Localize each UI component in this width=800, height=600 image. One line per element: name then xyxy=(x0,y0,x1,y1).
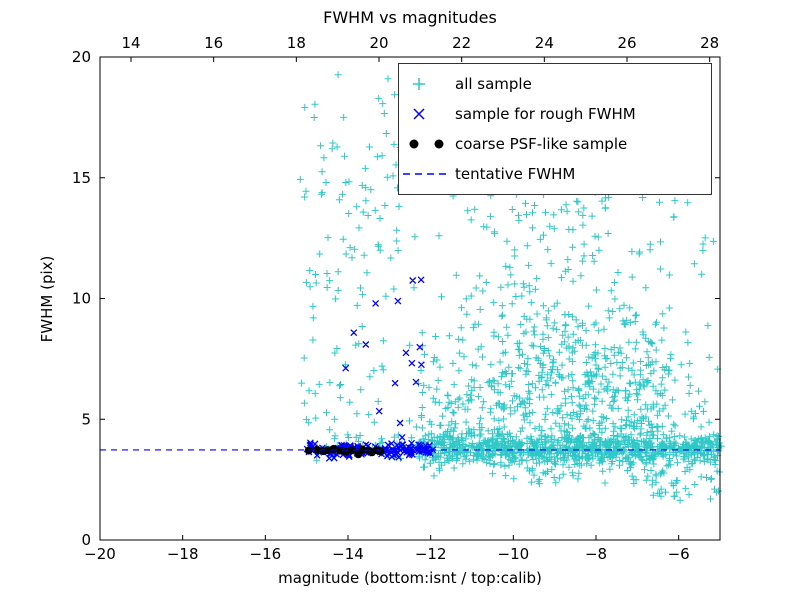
x-top-tick-label: 20 xyxy=(369,34,388,52)
all-sample-points xyxy=(296,71,725,504)
psf-point xyxy=(376,447,385,456)
x-bottom-tick-label: −12 xyxy=(415,545,447,563)
y-tick-label: 0 xyxy=(81,531,91,549)
legend-label-rough-fwhm: sample for rough FWHM xyxy=(455,104,636,123)
y-axis-label: FWHM (pix) xyxy=(38,255,56,343)
x-top-tick-label: 18 xyxy=(287,34,306,52)
psf-point xyxy=(313,445,321,454)
psf-point xyxy=(329,445,338,453)
rough-fwhm-points xyxy=(303,276,437,462)
dot-glyph xyxy=(434,139,444,149)
x-bottom-tick-label: −14 xyxy=(332,545,364,563)
legend-item-psf-sample: coarse PSF-like sample xyxy=(399,129,711,159)
cross-marker-icon xyxy=(399,104,455,124)
x-bottom-tick-label: −20 xyxy=(84,545,116,563)
cross-glyph xyxy=(413,108,425,120)
legend: all sample sample for rough FWHM coarse … xyxy=(398,63,712,195)
x-bottom-tick-label: −6 xyxy=(668,545,690,563)
y-tick-label: 10 xyxy=(72,290,91,308)
x-bottom-tick-label: −18 xyxy=(167,545,199,563)
chart-title: FWHM vs magnitudes xyxy=(323,8,497,27)
y-tick-label: 15 xyxy=(72,169,91,187)
axes-frame xyxy=(99,56,721,541)
psf-point xyxy=(335,446,344,455)
x-top-tick-label: 24 xyxy=(535,34,554,52)
legend-item-rough-fwhm: sample for rough FWHM xyxy=(399,99,711,129)
x-top-tick-label: 14 xyxy=(121,34,140,52)
psf-point xyxy=(348,446,357,455)
dot-glyph xyxy=(409,139,419,149)
dots-marker-icon xyxy=(399,134,455,154)
x-top-tick-label: 22 xyxy=(452,34,471,52)
legend-label-tentative-fwhm: tentative FWHM xyxy=(455,164,576,183)
x-axis-label: magnitude (bottom:isnt / top:calib) xyxy=(278,569,542,587)
psf-point xyxy=(304,446,313,455)
x-top-tick-label: 26 xyxy=(617,34,636,52)
x-top-tick-label: 28 xyxy=(700,34,719,52)
x-bottom-tick-label: −16 xyxy=(250,545,282,563)
psf-point xyxy=(323,446,332,455)
x-bottom-tick-label: −10 xyxy=(498,545,530,563)
x-top-tick-label: 16 xyxy=(204,34,223,52)
legend-item-tentative-fwhm: tentative FWHM xyxy=(399,159,711,189)
psf-point xyxy=(358,445,367,454)
x-bottom-tick-label: −8 xyxy=(585,545,607,563)
plus-glyph xyxy=(413,78,425,90)
legend-label-psf-sample: coarse PSF-like sample xyxy=(455,134,628,153)
plus-marker-icon xyxy=(399,74,455,94)
y-tick-label: 5 xyxy=(81,410,91,428)
dashed-line-icon xyxy=(399,164,455,184)
y-tick-label: 20 xyxy=(72,48,91,66)
legend-label-all-sample: all sample xyxy=(455,74,532,93)
legend-item-all-sample: all sample xyxy=(399,69,711,99)
